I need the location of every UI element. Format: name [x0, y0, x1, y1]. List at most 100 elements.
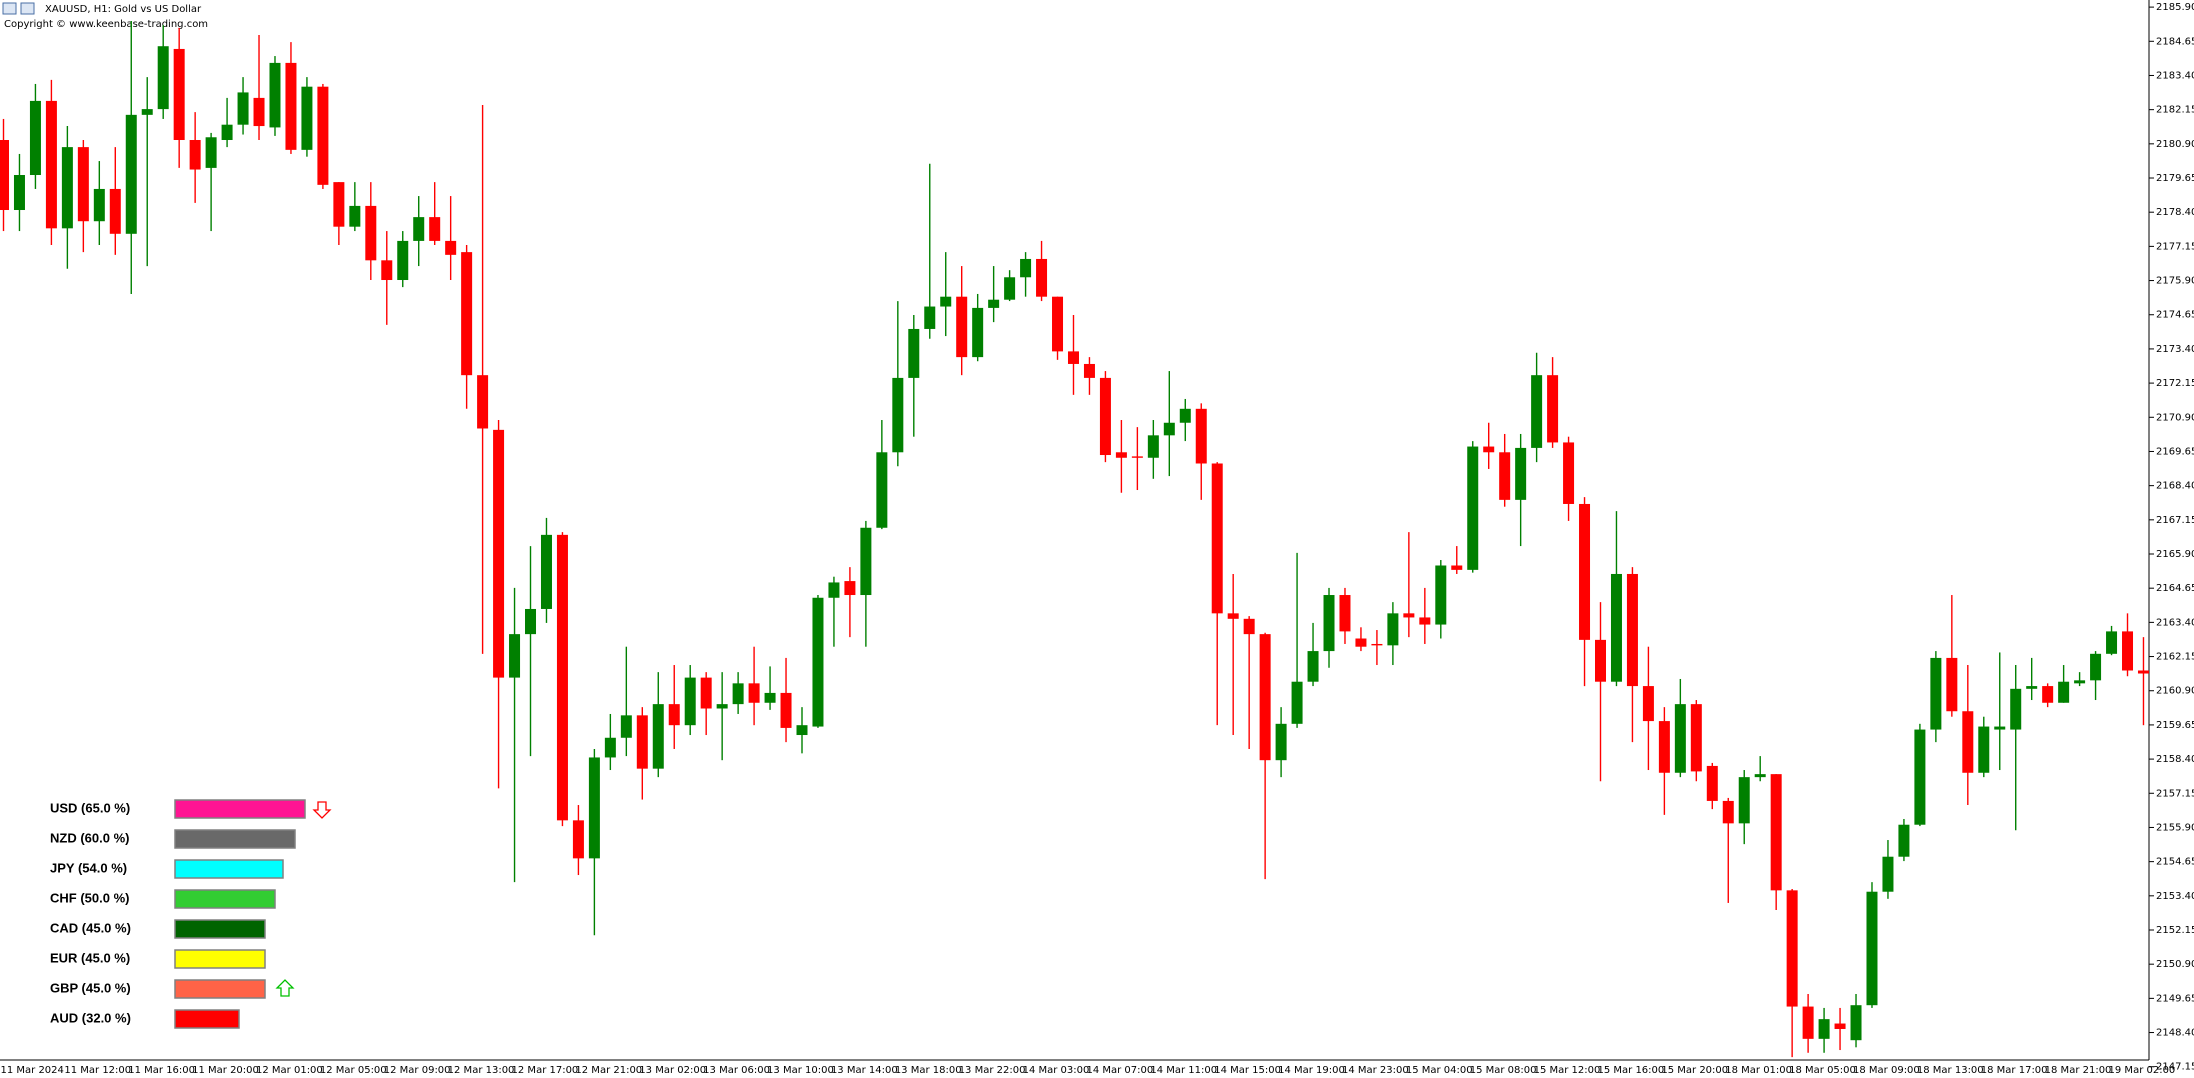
- x-tick-label: 18 Mar 09:00: [1853, 1065, 1920, 1076]
- x-tick-label: 12 Mar 09:00: [384, 1065, 451, 1076]
- candle-body: [285, 62, 297, 150]
- y-tick-label: 2164.65: [2156, 583, 2194, 594]
- strength-bar: [174, 1009, 240, 1029]
- candle-body: [429, 217, 441, 241]
- candle-body: [2122, 631, 2134, 671]
- candle-body: [2090, 653, 2102, 681]
- strength-label: GBP (45.0 %): [50, 980, 131, 995]
- x-tick-label: 14 Mar 15:00: [1214, 1065, 1281, 1076]
- x-tick-label: 13 Mar 22:00: [959, 1065, 1026, 1076]
- candle-body: [509, 634, 521, 678]
- candle-body: [221, 124, 233, 141]
- x-tick-label: 12 Mar 01:00: [256, 1065, 323, 1076]
- x-tick-label: 11 Mar 2024: [1, 1065, 64, 1076]
- candle-body: [445, 240, 457, 255]
- candle-body: [461, 252, 473, 376]
- y-tick-label: 2165.90: [2156, 549, 2194, 560]
- y-tick-label: 2182.15: [2156, 105, 2194, 116]
- candle-body: [2074, 680, 2086, 684]
- candle-body: [2137, 670, 2149, 674]
- candle-body: [668, 704, 680, 726]
- candle-body: [620, 715, 632, 738]
- strength-label: CHF (50.0 %): [50, 890, 129, 905]
- y-tick-label: 2149.65: [2156, 993, 2194, 1004]
- candle-body: [1547, 375, 1559, 443]
- candle-body: [764, 692, 776, 703]
- y-tick-label: 2175.90: [2156, 276, 2194, 287]
- y-tick-label: 2159.65: [2156, 720, 2194, 731]
- candle-body: [1674, 704, 1686, 773]
- candle-body: [333, 182, 345, 227]
- x-tick-label: 15 Mar 20:00: [1661, 1065, 1728, 1076]
- x-tick-label: 12 Mar 13:00: [448, 1065, 515, 1076]
- strength-bar: [174, 949, 266, 969]
- candle-body: [1291, 681, 1303, 724]
- candle-body: [1882, 856, 1894, 892]
- candle-body: [1227, 613, 1239, 619]
- strength-label: NZD (60.0 %): [50, 830, 129, 845]
- candle-body: [1579, 503, 1591, 640]
- x-tick-label: 11 Mar 20:00: [192, 1065, 259, 1076]
- y-tick-label: 2150.90: [2156, 959, 2194, 970]
- candle-body: [1339, 595, 1351, 632]
- candle-body: [1610, 573, 1622, 682]
- candle-body: [1004, 277, 1016, 300]
- candle-body: [812, 597, 824, 727]
- x-tick-label: 14 Mar 03:00: [1023, 1065, 1090, 1076]
- candle-body: [413, 217, 425, 241]
- candle-body: [556, 534, 568, 821]
- strength-label: EUR (45.0 %): [50, 950, 130, 965]
- candle-body: [1020, 258, 1032, 278]
- y-tick-label: 2168.40: [2156, 481, 2194, 492]
- candle-body: [2042, 686, 2054, 703]
- y-tick-label: 2153.40: [2156, 891, 2194, 902]
- y-tick-label: 2152.15: [2156, 925, 2194, 936]
- candle-body: [2010, 688, 2022, 730]
- x-tick-label: 15 Mar 16:00: [1598, 1065, 1665, 1076]
- candle-body: [732, 683, 744, 705]
- candle-body: [301, 86, 313, 150]
- candle-body: [604, 737, 616, 758]
- x-tick-label: 18 Mar 05:00: [1789, 1065, 1856, 1076]
- x-tick-label: 11 Mar 12:00: [64, 1065, 131, 1076]
- candle-body: [1435, 565, 1447, 625]
- x-tick-label: 15 Mar 08:00: [1470, 1065, 1537, 1076]
- x-tick-label: 14 Mar 07:00: [1086, 1065, 1153, 1076]
- candle-body: [493, 429, 505, 678]
- candle-body: [0, 140, 9, 211]
- candle-body: [1930, 657, 1942, 730]
- y-tick-label: 2184.65: [2156, 36, 2194, 47]
- candle-body: [700, 677, 712, 709]
- x-tick-label: 14 Mar 23:00: [1342, 1065, 1409, 1076]
- y-tick-label: 2178.40: [2156, 207, 2194, 218]
- candle-body: [397, 240, 409, 281]
- strength-bar: [174, 859, 284, 879]
- x-tick-label: 19 Mar 02:00: [2109, 1065, 2176, 1076]
- x-tick-label: 13 Mar 18:00: [895, 1065, 962, 1076]
- candle-body: [349, 205, 361, 227]
- candle-body: [1658, 721, 1670, 773]
- candle-body: [173, 48, 185, 141]
- candle-body: [748, 683, 760, 703]
- candle-body: [1115, 452, 1127, 458]
- candle-body: [365, 205, 377, 261]
- candle-body: [1850, 1005, 1862, 1041]
- y-tick-label: 2172.15: [2156, 378, 2194, 389]
- y-tick-label: 2148.40: [2156, 1028, 2194, 1039]
- y-tick-label: 2155.90: [2156, 822, 2194, 833]
- candle-body: [1403, 613, 1415, 618]
- y-tick-label: 2177.15: [2156, 241, 2194, 252]
- candle-body: [2106, 631, 2118, 654]
- candle-body: [684, 677, 696, 726]
- candle-body: [2058, 681, 2070, 703]
- candle-body: [1722, 800, 1734, 824]
- candle-body: [1754, 774, 1766, 778]
- candle-body: [1451, 565, 1463, 570]
- candle-body: [1083, 363, 1095, 378]
- candle-body: [716, 704, 728, 709]
- strength-bar: [174, 799, 306, 819]
- strength-bar: [174, 919, 266, 939]
- y-tick-label: 2183.40: [2156, 70, 2194, 81]
- candle-body: [844, 581, 856, 596]
- x-tick-label: 18 Mar 21:00: [2045, 1065, 2112, 1076]
